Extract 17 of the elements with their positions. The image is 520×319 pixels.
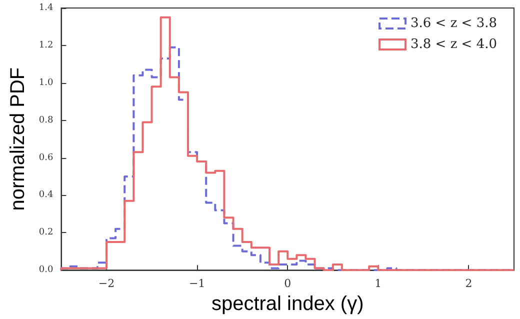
x-tick-label: 1 <box>374 277 382 290</box>
y-tick-label: 1.0 <box>38 78 54 88</box>
x-tick-label: −2 <box>98 277 115 290</box>
x-axis-title: spectral index (γ) <box>211 293 364 315</box>
y-tick-label: 0.2 <box>38 228 54 238</box>
y-tick-label: 0.6 <box>38 152 54 163</box>
y-tick-label: 1.4 <box>38 3 54 13</box>
y-tick-label: 1.2 <box>38 40 54 50</box>
legend-label: 3.8 < z < 4.0 <box>410 37 498 52</box>
x-tick-label: 0 <box>284 277 292 290</box>
x-tick-label: −1 <box>188 277 206 290</box>
legend-label: 3.6 < z < 3.8 <box>410 16 498 31</box>
x-tick-label: 2 <box>465 277 472 290</box>
y-tick-label: 0.0 <box>38 265 54 276</box>
y-axis-title: normalized PDF <box>7 67 29 211</box>
y-tick-label: 0.4 <box>38 190 54 200</box>
y-tick-label: 0.8 <box>38 115 54 126</box>
